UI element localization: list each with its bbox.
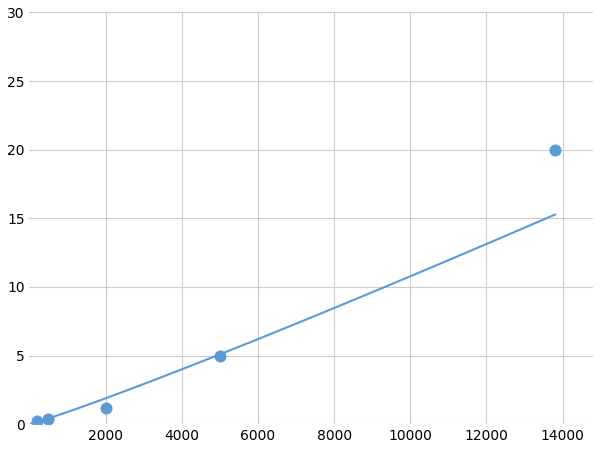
Point	[550, 146, 560, 153]
Point	[215, 352, 224, 359]
Point	[44, 415, 53, 422]
Point	[101, 404, 110, 411]
Point	[32, 418, 42, 425]
